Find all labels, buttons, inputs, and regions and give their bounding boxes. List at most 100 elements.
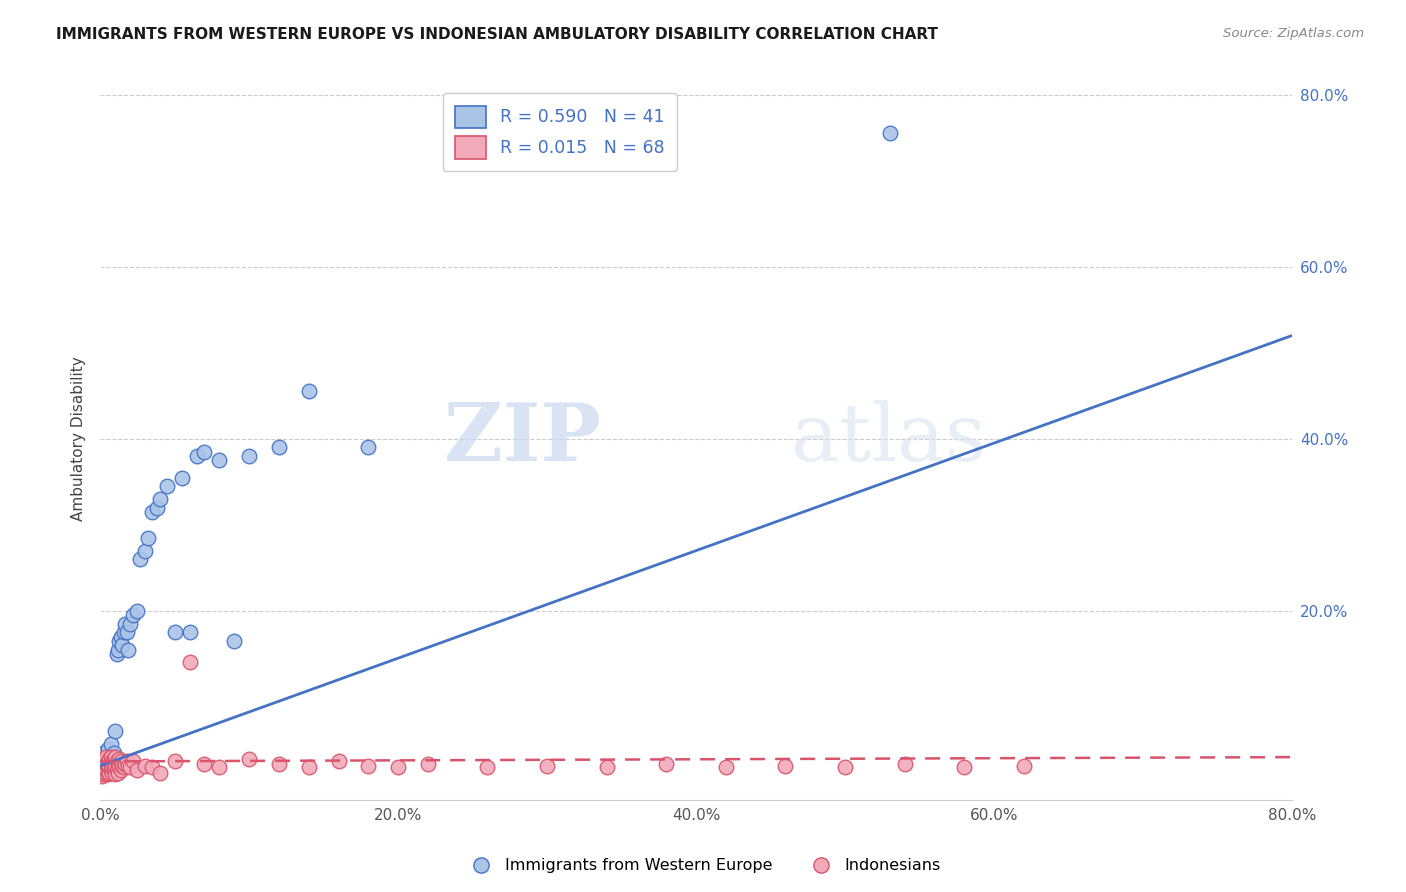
Point	[357, 758, 380, 772]
Point	[186, 449, 208, 463]
Point	[100, 757, 122, 772]
Point	[118, 760, 141, 774]
Point	[114, 757, 136, 772]
Point	[714, 760, 737, 774]
Point	[105, 647, 128, 661]
Point	[127, 604, 149, 618]
Point	[193, 757, 215, 772]
Point	[100, 763, 122, 777]
Point	[477, 760, 499, 774]
Point	[104, 758, 127, 772]
Point	[156, 479, 179, 493]
Point	[115, 755, 138, 769]
Point	[149, 765, 172, 780]
Point	[90, 763, 112, 777]
Point	[101, 755, 124, 769]
Point	[117, 642, 139, 657]
Point	[97, 760, 120, 774]
Point	[110, 755, 132, 769]
Text: atlas: atlas	[792, 400, 987, 478]
Point	[193, 444, 215, 458]
Point	[416, 757, 439, 772]
Point	[108, 634, 131, 648]
Point	[134, 543, 156, 558]
Point	[101, 765, 124, 780]
Point	[94, 750, 117, 764]
Point	[879, 127, 901, 141]
Point	[208, 760, 231, 774]
Point	[94, 757, 117, 772]
Point	[97, 741, 120, 756]
Y-axis label: Ambulatory Disability: Ambulatory Disability	[72, 357, 86, 521]
Point	[134, 758, 156, 772]
Point	[93, 752, 115, 766]
Point	[953, 760, 976, 774]
Point	[834, 760, 856, 774]
Point	[93, 758, 115, 772]
Point	[267, 757, 290, 772]
Point	[104, 750, 127, 764]
Point	[893, 757, 915, 772]
Point	[179, 656, 201, 670]
Point	[595, 760, 617, 774]
Point	[114, 616, 136, 631]
Point	[136, 531, 159, 545]
Point	[90, 750, 112, 764]
Point	[122, 608, 145, 623]
Point	[94, 763, 117, 777]
Point	[97, 767, 120, 781]
Point	[91, 760, 114, 774]
Point	[208, 453, 231, 467]
Point	[98, 758, 121, 772]
Point	[107, 765, 129, 780]
Text: Source: ZipAtlas.com: Source: ZipAtlas.com	[1223, 27, 1364, 40]
Point	[107, 757, 129, 772]
Point	[112, 760, 135, 774]
Point	[145, 500, 167, 515]
Point	[104, 724, 127, 739]
Point	[111, 638, 134, 652]
Point	[179, 625, 201, 640]
Point	[127, 763, 149, 777]
Point	[1012, 758, 1035, 772]
Point	[91, 767, 114, 781]
Point	[122, 755, 145, 769]
Point	[267, 441, 290, 455]
Point	[98, 752, 121, 766]
Point	[108, 760, 131, 774]
Point	[97, 755, 120, 769]
Point	[357, 441, 380, 455]
Point	[110, 630, 132, 644]
Point	[328, 755, 350, 769]
Point	[111, 758, 134, 772]
Point	[105, 755, 128, 769]
Point	[298, 760, 321, 774]
Point	[108, 752, 131, 766]
Point	[90, 769, 112, 783]
Text: IMMIGRANTS FROM WESTERN EUROPE VS INDONESIAN AMBULATORY DISABILITY CORRELATION C: IMMIGRANTS FROM WESTERN EUROPE VS INDONE…	[56, 27, 938, 42]
Point	[104, 767, 127, 781]
Point	[298, 384, 321, 399]
Point	[94, 757, 117, 772]
Point	[93, 755, 115, 769]
Point	[98, 752, 121, 766]
Point	[387, 760, 409, 774]
Point	[170, 470, 193, 484]
Point	[118, 616, 141, 631]
Text: ZIP: ZIP	[444, 400, 600, 478]
Point	[101, 750, 124, 764]
Point	[91, 755, 114, 769]
Point	[107, 642, 129, 657]
Point	[100, 737, 122, 751]
Point	[115, 625, 138, 640]
Point	[100, 750, 122, 764]
Point	[163, 625, 186, 640]
Point	[655, 757, 678, 772]
Legend: R = 0.590   N = 41, R = 0.015   N = 68: R = 0.590 N = 41, R = 0.015 N = 68	[443, 94, 676, 171]
Point	[536, 758, 558, 772]
Point	[103, 752, 125, 766]
Point	[98, 765, 121, 780]
Point	[238, 449, 260, 463]
Point	[129, 552, 152, 566]
Point	[103, 763, 125, 777]
